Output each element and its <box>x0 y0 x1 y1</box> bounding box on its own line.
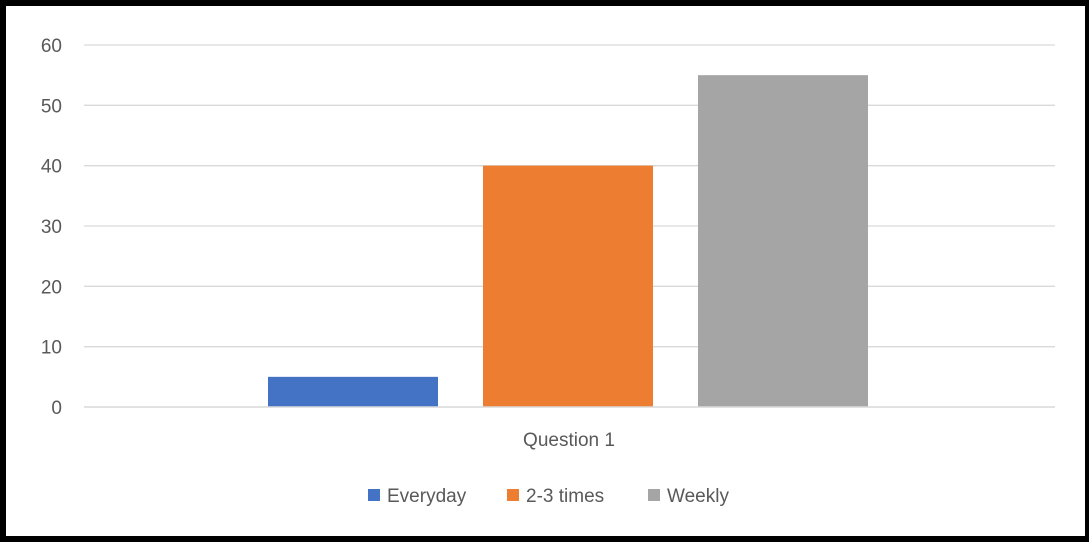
bar-2-3-times <box>483 165 653 407</box>
y-tick-label: 10 <box>41 338 62 359</box>
legend-label-everyday: Everyday <box>387 486 467 507</box>
legend-label-weekly: Weekly <box>667 486 729 507</box>
legend-swatch-everyday <box>368 489 380 501</box>
y-axis-tick-labels: 0 10 20 30 40 50 60 <box>41 36 62 419</box>
bar-weekly <box>698 75 868 408</box>
y-tick-label: 40 <box>41 157 62 178</box>
y-tick-label: 30 <box>41 217 62 238</box>
y-tick-label: 60 <box>41 36 62 57</box>
y-tick-label: 50 <box>41 96 62 117</box>
legend-swatch-2-3-times <box>507 489 519 501</box>
legend: Everyday 2-3 times Weekly <box>368 486 729 507</box>
bar-everyday <box>268 376 438 407</box>
legend-label-2-3-times: 2-3 times <box>526 486 604 507</box>
legend-swatch-weekly <box>648 489 660 501</box>
bars <box>268 75 868 408</box>
x-axis-category-labels: Question 1 <box>523 430 615 451</box>
x-category-label: Question 1 <box>523 430 615 451</box>
y-tick-label: 20 <box>41 277 62 298</box>
y-tick-label: 0 <box>51 398 62 419</box>
gridlines <box>84 44 1055 348</box>
